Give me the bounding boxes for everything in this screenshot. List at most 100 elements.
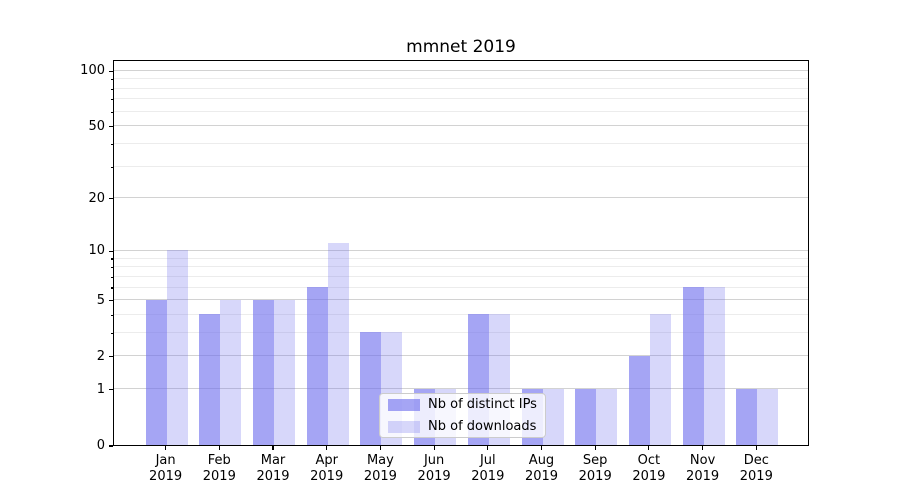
x-tick-month-Aug: Aug <box>528 453 555 468</box>
bar-ips-Nov <box>682 287 704 445</box>
y-minor-tick-mark-7 <box>110 276 113 278</box>
y-minor-tick-mark-40 <box>110 143 113 146</box>
y-tick-mark-2 <box>109 356 113 358</box>
y-minor-tick-mark-3 <box>110 332 113 335</box>
x-tick-year-Nov: 2019 <box>686 469 720 484</box>
x-tick-mark-Sep <box>594 446 596 450</box>
x-tick-month-Nov: Nov <box>689 453 716 468</box>
legend-label-downloads: Nb of downloads <box>428 419 537 434</box>
gridline-major-10 <box>114 249 808 251</box>
x-tick-mark-Mar <box>272 446 274 450</box>
y-tick-label-5: 5 <box>96 292 105 308</box>
bar-downloads-Mar <box>274 299 295 445</box>
y-tick-label-20: 20 <box>88 190 105 206</box>
bar-ips-Jan <box>145 299 167 445</box>
gridline-minor-8 <box>114 266 808 268</box>
x-tick-year-Feb: 2019 <box>202 469 236 484</box>
bar-downloads-Aug <box>542 388 564 445</box>
bar-ips-Dec <box>736 388 758 445</box>
y-tick-label-2: 2 <box>96 348 105 364</box>
bar-ips-Feb <box>199 314 221 445</box>
x-tick-year-Jul: 2019 <box>471 469 505 484</box>
x-tick-mark-Aug <box>540 446 543 450</box>
x-tick-label-Jun: Jun 2019 <box>408 453 460 485</box>
y-minor-tick-mark-90 <box>110 79 113 81</box>
y-minor-tick-mark-4 <box>110 314 113 316</box>
bar-ips-Oct <box>628 355 650 445</box>
y-minor-tick-mark-80 <box>110 88 113 90</box>
legend-label-distinct-ips: Nb of distinct IPs <box>428 397 537 412</box>
bar-downloads-Apr <box>327 243 349 445</box>
gridline-major-5 <box>114 299 808 301</box>
x-tick-month-Oct: Oct <box>637 453 661 468</box>
x-tick-year-Apr: 2019 <box>310 469 344 484</box>
gridline-minor-60 <box>114 110 808 112</box>
y-tick-mark-100 <box>109 70 113 72</box>
x-tick-mark-May <box>379 446 381 450</box>
x-tick-year-Sep: 2019 <box>578 469 612 484</box>
gridline-minor-30 <box>114 165 808 167</box>
x-tick-label-Jan: Jan 2019 <box>140 453 192 485</box>
x-tick-month-Dec: Dec <box>743 453 769 468</box>
plot-area <box>113 60 809 446</box>
bar-downloads-Dec <box>757 388 779 445</box>
gridline-major-1 <box>114 388 808 390</box>
bar-downloads-Sep <box>596 388 618 445</box>
legend-row-downloads: Nb of downloads <box>388 419 537 434</box>
x-tick-month-Jan: Jan <box>155 453 176 468</box>
x-tick-mark-Oct <box>648 446 650 450</box>
x-tick-month-Jul: Jul <box>479 453 496 468</box>
y-minor-tick-mark-30 <box>110 166 113 168</box>
legend: Nb of distinct IPs Nb of downloads <box>379 393 546 438</box>
gridline-minor-6 <box>114 286 808 288</box>
bar-downloads-Oct <box>649 314 671 445</box>
x-tick-year-Mar: 2019 <box>256 469 290 484</box>
x-tick-mark-Jul <box>487 446 489 450</box>
x-tick-month-Apr: Apr <box>315 453 338 468</box>
y-tick-label-100: 100 <box>80 63 105 79</box>
x-tick-year-Aug: 2019 <box>524 469 559 484</box>
x-tick-label-Aug: Aug 2019 <box>516 453 568 485</box>
bar-ips-May <box>360 332 382 445</box>
x-tick-month-Mar: Mar <box>260 453 286 468</box>
gridline-minor-7 <box>114 275 808 277</box>
legend-row-distinct-ips: Nb of distinct IPs <box>388 397 537 412</box>
y-minor-tick-mark-6 <box>110 287 113 289</box>
gridline-minor-9 <box>114 257 808 259</box>
legend-swatch-downloads <box>388 420 420 433</box>
x-tick-month-Jun: Jun <box>423 453 445 468</box>
gridline-major-20 <box>114 197 808 199</box>
gridline-minor-40 <box>114 142 808 144</box>
x-tick-mark-Feb <box>218 446 220 450</box>
x-tick-label-Feb: Feb 2019 <box>193 453 245 485</box>
y-tick-label-1: 1 <box>96 381 105 397</box>
x-tick-label-Mar: Mar 2019 <box>247 453 299 485</box>
y-minor-tick-mark-8 <box>110 266 113 269</box>
legend-swatch-distinct-ips <box>388 398 420 411</box>
x-tick-label-Oct: Oct 2019 <box>623 453 675 485</box>
x-tick-year-May: 2019 <box>363 469 397 484</box>
x-tick-mark-Nov <box>702 446 704 450</box>
x-tick-label-Dec: Dec 2019 <box>730 453 782 485</box>
y-tick-mark-5 <box>109 299 113 302</box>
gridline-major-100 <box>114 69 808 71</box>
x-tick-year-Oct: 2019 <box>632 469 666 484</box>
bar-ips-Apr <box>306 287 328 445</box>
bar-ips-Mar <box>253 299 274 445</box>
x-tick-label-Jul: Jul 2019 <box>462 453 514 485</box>
gridline-major-50 <box>114 125 808 127</box>
x-tick-year-Jan: 2019 <box>149 469 183 484</box>
x-tick-month-Sep: Sep <box>582 453 608 468</box>
y-minor-tick-mark-70 <box>110 99 113 101</box>
chart-title: mmnet 2019 <box>406 37 516 57</box>
y-tick-mark-20 <box>109 198 113 200</box>
x-tick-mark-Apr <box>326 446 328 450</box>
x-tick-mark-Jun <box>433 446 435 450</box>
gridline-minor-80 <box>114 87 808 89</box>
y-minor-tick-mark-9 <box>110 258 113 260</box>
gridline-minor-70 <box>114 98 808 100</box>
x-tick-year-Jun: 2019 <box>417 469 451 484</box>
bar-downloads-Feb <box>220 299 242 445</box>
x-tick-label-Apr: Apr 2019 <box>301 453 353 485</box>
